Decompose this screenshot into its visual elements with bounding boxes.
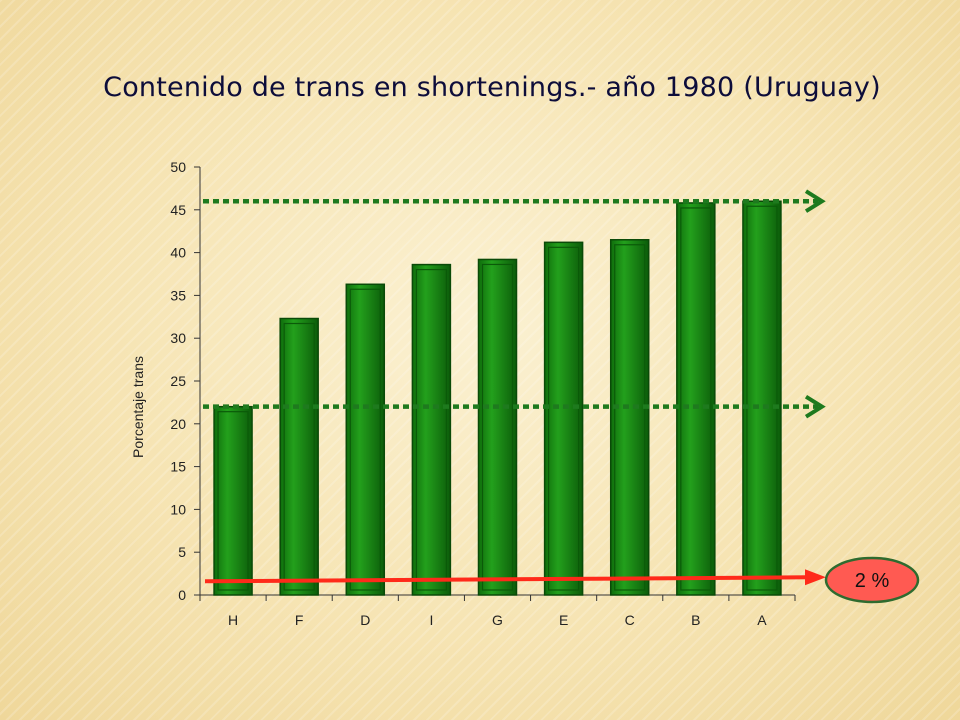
x-tick-label: G — [492, 612, 503, 628]
percent-badge: 2 % — [824, 556, 920, 604]
bar-G — [477, 258, 518, 596]
bar-inner-bevel — [349, 288, 381, 591]
percent-badge-label: 2 % — [855, 570, 890, 592]
y-axis-label: Porcentaje trans — [130, 356, 146, 458]
slide-title: Contenido de trans en shortenings.- año … — [103, 72, 881, 103]
bar-I — [411, 263, 452, 596]
x-tick-label: A — [757, 612, 767, 628]
reference-arrow-46 — [203, 189, 826, 213]
percent-badge-shape — [824, 556, 920, 604]
y-tick-label: 30 — [170, 330, 186, 346]
x-tick-label: C — [625, 612, 635, 628]
x-tick-label: D — [360, 612, 370, 628]
bar-inner-bevel — [481, 263, 514, 591]
y-tick-label: 15 — [170, 459, 186, 475]
x-tick-label: I — [429, 612, 433, 628]
solid-reference-line — [204, 575, 809, 584]
x-tick-label: F — [295, 612, 304, 628]
bar-A — [742, 200, 782, 596]
y-tick-label: 35 — [170, 287, 186, 303]
bar-inner-bevel — [680, 207, 712, 591]
y-tick-label: 25 — [170, 373, 186, 389]
bar — [279, 317, 319, 596]
bar — [676, 202, 716, 596]
bar — [742, 200, 782, 596]
arrow-head-icon — [805, 569, 826, 586]
bar-inner-bevel — [415, 268, 447, 591]
arrow-head-icon — [804, 394, 826, 419]
bar-H — [213, 405, 253, 596]
bar-inner-bevel — [614, 244, 646, 591]
y-tick-label: 40 — [170, 245, 186, 261]
bar — [411, 263, 452, 596]
y-tick-label: 45 — [170, 202, 186, 218]
bar-B — [676, 202, 716, 596]
bar-inner-bevel — [283, 322, 315, 591]
bar-inner-bevel — [548, 246, 580, 591]
y-tick-label: 20 — [170, 416, 186, 432]
bar — [543, 241, 584, 596]
y-tick-label: 50 — [170, 159, 186, 175]
x-tick-label: E — [559, 612, 568, 628]
bar-F — [279, 317, 319, 596]
x-tick-label: H — [228, 612, 238, 628]
x-tick-label: B — [691, 612, 700, 628]
bar-inner-bevel — [746, 205, 778, 591]
y-tick-label: 10 — [170, 501, 186, 517]
reference-arrow-22 — [203, 394, 826, 419]
bar-inner-bevel — [217, 411, 249, 591]
bar — [345, 283, 386, 596]
y-tick-label: 0 — [178, 587, 186, 603]
bar-C — [609, 239, 650, 596]
y-tick-label: 5 — [178, 544, 186, 560]
bar — [609, 239, 650, 596]
two-percent-arrow — [204, 569, 826, 586]
bar — [213, 405, 253, 596]
bar-E — [543, 241, 584, 596]
bar — [477, 258, 518, 596]
bar-D — [345, 283, 386, 596]
arrow-head-icon — [804, 189, 826, 213]
